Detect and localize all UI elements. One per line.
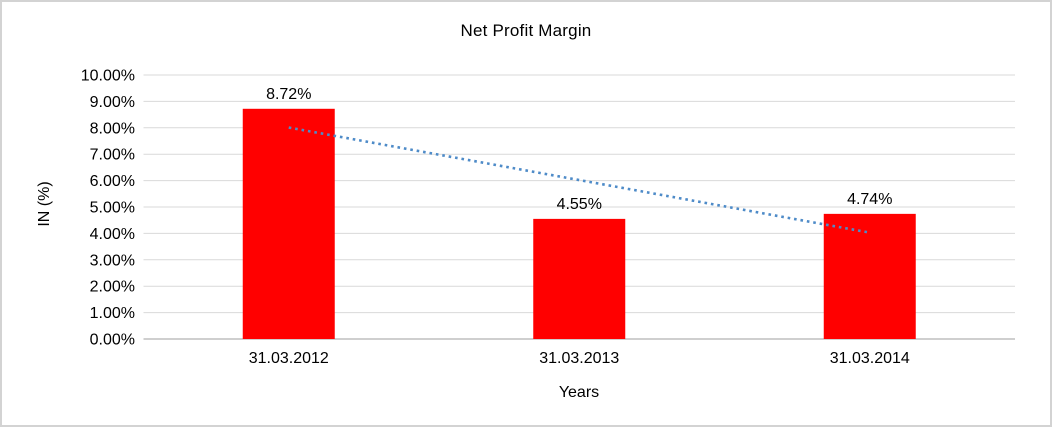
x-tick-label: 31.03.2014 xyxy=(830,350,910,367)
y-tick-label: 8.00% xyxy=(90,120,135,137)
trendline xyxy=(288,126,870,234)
data-label: 8.72% xyxy=(266,86,311,103)
y-tick-label: 7.00% xyxy=(90,147,135,164)
y-axis-title: IN (%) xyxy=(36,181,53,226)
bar xyxy=(533,218,626,339)
y-tick-label: 5.00% xyxy=(90,200,135,217)
y-tick-label: 1.00% xyxy=(90,305,135,322)
y-tick-label: 3.00% xyxy=(90,252,135,269)
x-tick-label: 31.03.2013 xyxy=(539,350,619,367)
chart-labels: 0.00% 1.00% 2.00% 3.00% 4.00% 5.00% 6.00% 7.00%… xyxy=(81,68,910,368)
x-tick-label: 31.03.2012 xyxy=(249,350,329,367)
y-tick-label: 9.00% xyxy=(90,94,135,111)
y-tick-label: 10.00% xyxy=(81,68,135,85)
chart-title: Net Profit Margin xyxy=(460,21,592,40)
y-tick-label: 2.00% xyxy=(90,279,135,296)
bar xyxy=(823,213,916,339)
y-tick-label: 4.00% xyxy=(90,226,135,243)
bar-series xyxy=(242,108,916,340)
data-label: 4.55% xyxy=(557,196,602,213)
x-axis-title: Years xyxy=(559,384,599,401)
data-label: 4.74% xyxy=(847,191,892,208)
trendline-dotted xyxy=(288,126,870,234)
bar xyxy=(242,108,335,340)
y-tick-label: 0.00% xyxy=(90,332,135,349)
y-tick-label: 6.00% xyxy=(90,173,135,190)
